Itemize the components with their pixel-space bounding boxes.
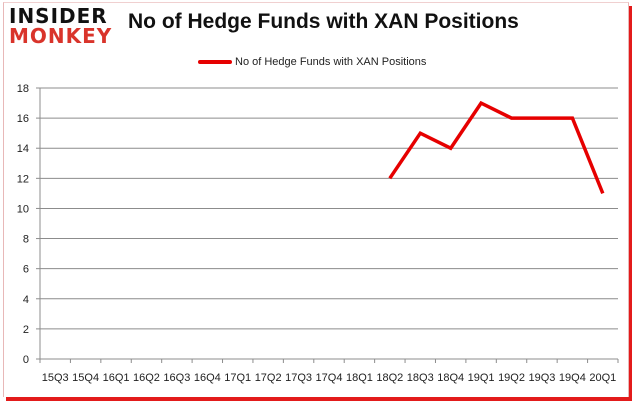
x-tick-label: 17Q2: [255, 372, 282, 384]
logo-text-bottom: MONKEY: [9, 24, 113, 48]
x-tick-label: 19Q3: [528, 372, 555, 384]
x-tick-label: 18Q2: [376, 372, 403, 384]
series-line: [388, 100, 605, 195]
x-tick-label: 19Q4: [559, 372, 586, 384]
y-axis: 0 2 4 6 8 10 12 14 16 18: [17, 83, 41, 366]
logo-text-top: INSIDER: [9, 4, 108, 28]
x-tick-label: 16Q2: [133, 372, 160, 384]
legend-line-swatch-icon: [198, 60, 232, 64]
chart-frame: [3, 2, 629, 397]
data-series: [388, 100, 605, 195]
legend-label: No of Hedge Funds with XAN Positions: [235, 56, 427, 68]
x-tick-label: 15Q4: [72, 372, 99, 384]
x-tick-label: 20Q1: [589, 372, 616, 384]
x-tick-label: 17Q4: [316, 372, 343, 384]
x-tick-label: 17Q3: [285, 372, 312, 384]
y-tick-label: 16: [17, 113, 29, 125]
x-tick-label: 18Q3: [407, 372, 434, 384]
x-tick-label: 15Q3: [42, 372, 69, 384]
y-tick-label: 12: [17, 173, 29, 185]
x-tick-label: 16Q4: [194, 372, 221, 384]
y-tick-label: 14: [17, 143, 29, 155]
x-tick-label: 18Q4: [437, 372, 464, 384]
x-axis: 15Q3 15Q4 16Q1 16Q2 16Q3 16Q4 17Q1 17Q2 17Q3 17Q4…: [39, 358, 619, 384]
chart-title: No of Hedge Funds with XAN Positions: [128, 10, 519, 33]
x-tick-label: 19Q2: [498, 372, 525, 384]
gridlines: [40, 87, 618, 330]
x-tick-label: 16Q1: [103, 372, 130, 384]
x-tick-label: 17Q1: [224, 372, 251, 384]
x-tick-label: 16Q3: [163, 372, 190, 384]
insider-monkey-logo: INSIDER MONKEY: [9, 6, 121, 48]
y-tick-label: 2: [23, 324, 29, 336]
y-tick-label: 6: [23, 264, 29, 276]
y-tick-label: 0: [23, 354, 29, 366]
x-tick-label: 18Q1: [346, 372, 373, 384]
y-tick-label: 8: [23, 234, 29, 246]
y-tick-label: 10: [17, 203, 29, 215]
y-tick-label: 18: [17, 83, 29, 95]
chart-legend: No of Hedge Funds with XAN Positions: [198, 54, 426, 70]
x-tick-label: 19Q1: [468, 372, 495, 384]
y-tick-label: 4: [23, 294, 29, 306]
